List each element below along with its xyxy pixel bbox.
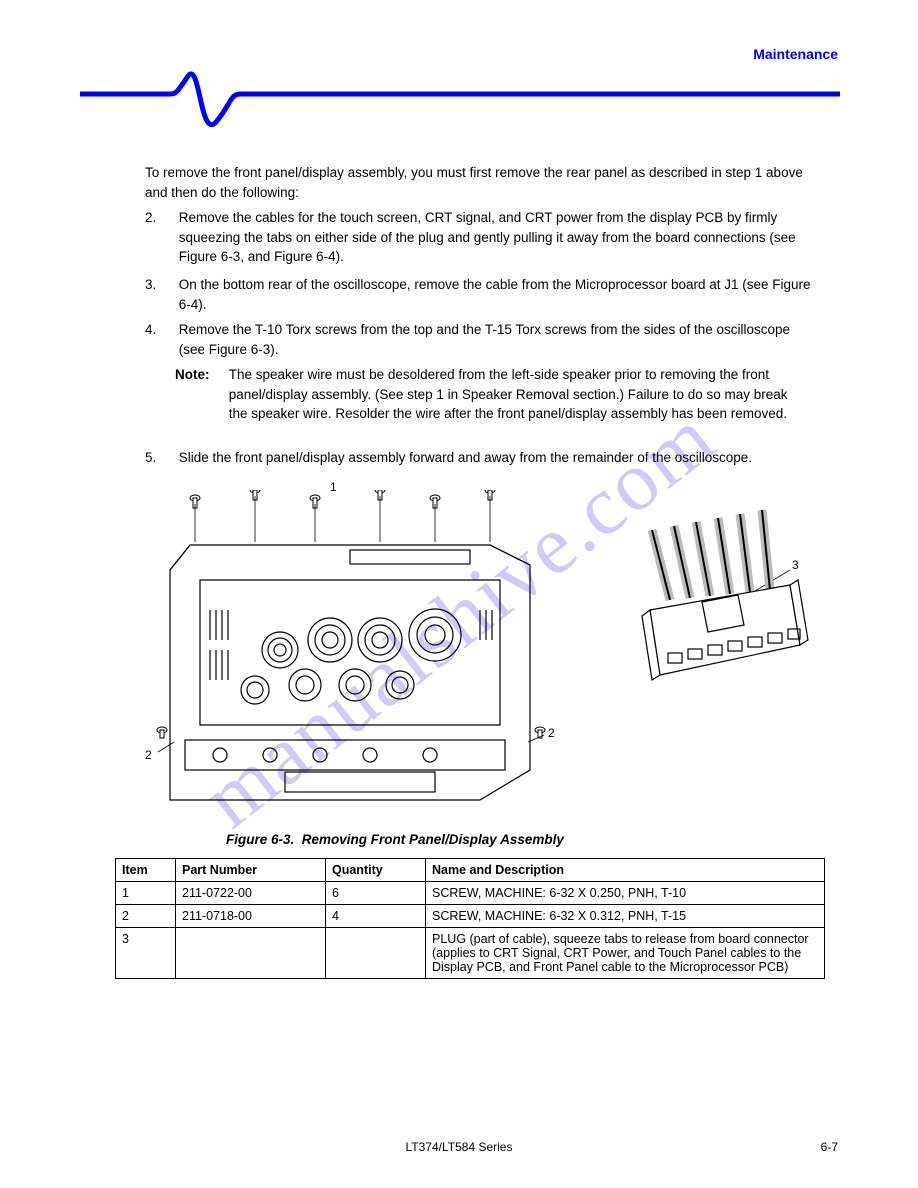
step-text: Remove the T-10 Torx screws from the top… xyxy=(179,320,819,359)
step-text: Remove the cables for the touch screen, … xyxy=(179,208,819,267)
note-label: Note: xyxy=(175,365,225,385)
intro-paragraph: To remove the front panel/display assemb… xyxy=(145,163,825,202)
footer-page-number: 6-7 xyxy=(821,1140,838,1154)
step-number: 2. xyxy=(145,208,175,228)
header-section-title: Maintenance xyxy=(753,46,838,62)
cell-desc: PLUG (part of cable), squeeze tabs to re… xyxy=(426,928,825,979)
col-item: Item xyxy=(116,859,176,882)
cell-qty xyxy=(326,928,426,979)
step-2: 2. Remove the cables for the touch scree… xyxy=(145,208,825,267)
cell-desc: SCREW, MACHINE: 6-32 X 0.250, PNH, T-10 xyxy=(426,882,825,905)
step-text: On the bottom rear of the oscilloscope, … xyxy=(179,275,819,314)
col-desc: Name and Description xyxy=(426,859,825,882)
cell-part: 211-0722-00 xyxy=(176,882,326,905)
figure-caption: Figure 6-3. Removing Front Panel/Display… xyxy=(226,832,564,847)
step-number: 3. xyxy=(145,275,175,295)
col-part: Part Number xyxy=(176,859,326,882)
figure-callout-2a: 2 xyxy=(145,748,152,762)
cell-qty: 6 xyxy=(326,882,426,905)
step-text: Slide the front panel/display assembly f… xyxy=(179,448,819,468)
step-4: 4. Remove the T-10 Torx screws from the … xyxy=(145,320,825,359)
cell-item: 3 xyxy=(116,928,176,979)
figure-callout-1: 1 xyxy=(330,480,337,494)
page: manualshive.com Maintenance To remove th… xyxy=(0,0,918,1188)
cell-desc: SCREW, MACHINE: 6-32 X 0.312, PNH, T-15 xyxy=(426,905,825,928)
figure-label: Figure 6-3. xyxy=(226,832,294,847)
cell-part xyxy=(176,928,326,979)
cell-item: 1 xyxy=(116,882,176,905)
figure-callout-2b: 2 xyxy=(548,726,555,740)
note-text: The speaker wire must be desoldered from… xyxy=(229,365,789,424)
note-block: Note: The speaker wire must be desoldere… xyxy=(175,365,815,424)
cell-item: 2 xyxy=(116,905,176,928)
table-row: 2 211-0718-00 4 SCREW, MACHINE: 6-32 X 0… xyxy=(116,905,825,928)
step-3: 3. On the bottom rear of the oscilloscop… xyxy=(145,275,825,314)
col-qty: Quantity xyxy=(326,859,426,882)
table-row: 1 211-0722-00 6 SCREW, MACHINE: 6-32 X 0… xyxy=(116,882,825,905)
cell-part: 211-0718-00 xyxy=(176,905,326,928)
figure-6-3: 1 2 2 3 xyxy=(130,490,810,830)
step-number: 5. xyxy=(145,448,175,468)
header-pulse xyxy=(80,70,840,140)
step-number: 4. xyxy=(145,320,175,340)
table-row: 3 PLUG (part of cable), squeeze tabs to … xyxy=(116,928,825,979)
step-5: 5. Slide the front panel/display assembl… xyxy=(145,448,825,468)
figure-callout-3: 3 xyxy=(792,558,799,572)
parts-table: Item Part Number Quantity Name and Descr… xyxy=(115,858,825,979)
cell-qty: 4 xyxy=(326,905,426,928)
table-header-row: Item Part Number Quantity Name and Descr… xyxy=(116,859,825,882)
figure-title: Removing Front Panel/Display Assembly xyxy=(302,832,564,847)
footer-center: LT374/LT584 Series xyxy=(80,1140,838,1154)
